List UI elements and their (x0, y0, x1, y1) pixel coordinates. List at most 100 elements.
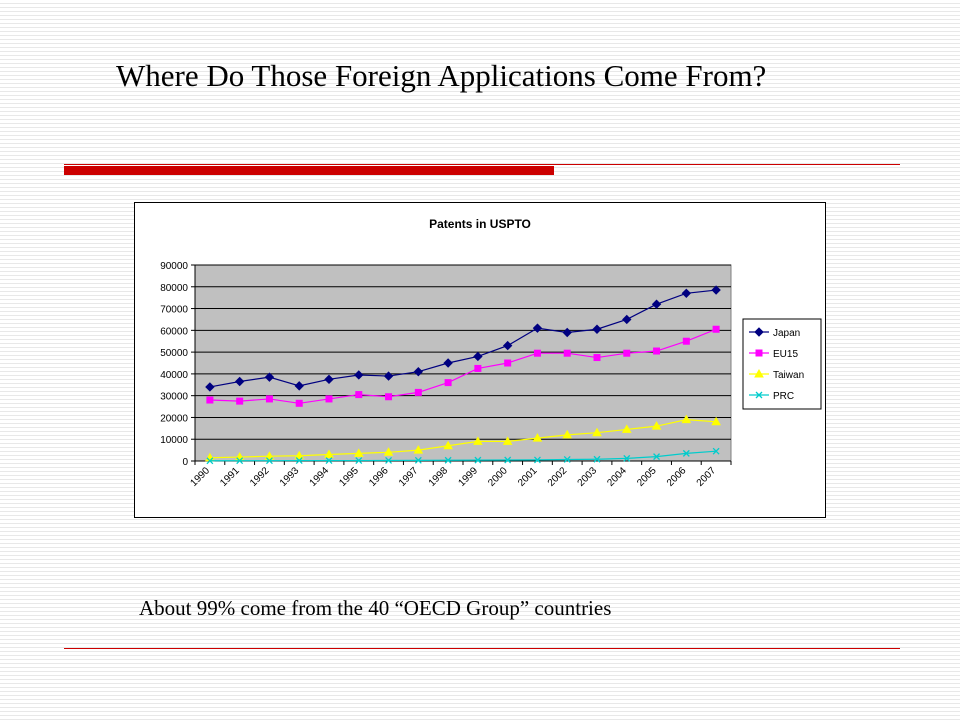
x-tick-label: 1999 (456, 465, 480, 489)
data-point-taiwan (502, 436, 513, 445)
x-tick-label: 1996 (367, 465, 391, 489)
slide-title: Where Do Those Foreign Applications Come… (116, 58, 767, 93)
data-point-eu15 (265, 395, 273, 403)
data-point-eu15 (593, 354, 601, 362)
data-point-prc (653, 453, 661, 461)
slide-caption: About 99% come from the 40 “OECD Group” … (139, 596, 612, 620)
data-point-prc (623, 454, 631, 462)
x-tick-label: 1994 (308, 465, 332, 489)
x-tick-label: 1995 (337, 465, 361, 489)
data-point-taiwan (711, 416, 721, 426)
x-tick-label: 2007 (695, 465, 719, 489)
x-tick-label: 2002 (546, 465, 570, 489)
data-point-taiwan (473, 436, 483, 445)
data-point-japan (205, 382, 215, 392)
data-point-eu15 (682, 337, 690, 345)
y-tick-label: 30000 (160, 392, 188, 403)
data-point-taiwan (532, 433, 543, 442)
data-point-eu15 (206, 396, 214, 404)
y-tick-label: 10000 (160, 435, 188, 446)
data-point-japan (711, 285, 721, 295)
series-line-japan (209, 289, 717, 388)
data-point-prc (593, 455, 601, 463)
plot-area (194, 264, 732, 462)
series-line-eu15 (209, 328, 717, 404)
data-point-prc (474, 456, 482, 464)
data-point-prc (533, 456, 541, 464)
data-point-prc (206, 457, 214, 465)
data-point-taiwan (681, 414, 692, 424)
title-divider-thick (64, 166, 554, 175)
x-tick-label: 2006 (665, 465, 689, 489)
data-point-japan (354, 370, 364, 380)
chart-frame: Patents in USPTO 0 10000 20000 30000 40000 50… (134, 202, 826, 518)
x-tick-label: 2001 (516, 465, 540, 489)
x-tick-label: 1997 (397, 465, 421, 489)
data-point-eu15 (295, 399, 303, 407)
footer-divider (64, 648, 900, 649)
data-point-prc (325, 457, 333, 465)
x-tick-label: 1998 (427, 465, 451, 489)
x-tick-label: 2003 (576, 465, 600, 489)
x-tick-label: 1990 (188, 465, 212, 489)
data-point-japan (413, 367, 424, 377)
data-point-japan (532, 323, 543, 333)
legend-marker-eu15 (755, 349, 763, 357)
y-tick-label: 80000 (160, 283, 188, 294)
y-tick-label: 90000 (160, 261, 188, 272)
data-point-eu15 (236, 397, 244, 405)
data-point-japan (383, 371, 394, 381)
data-point-taiwan (294, 450, 305, 460)
data-point-eu15 (623, 349, 631, 357)
y-tick-label: 0 (182, 457, 188, 468)
patents-line-chart: Patents in USPTO 0 10000 20000 30000 40000 50… (160, 217, 822, 489)
data-point-japan (562, 327, 572, 338)
y-tick-label: 20000 (160, 413, 188, 424)
data-point-taiwan (443, 440, 453, 450)
data-point-japan (443, 358, 453, 368)
data-point-japan (651, 299, 662, 309)
data-point-taiwan (592, 427, 602, 437)
data-point-japan (473, 351, 483, 362)
legend-box (742, 318, 822, 410)
data-point-prc (385, 456, 393, 464)
x-tick-label: 1993 (278, 465, 302, 489)
y-tick-label: 40000 (160, 370, 188, 381)
legend-marker-japan (754, 327, 764, 337)
legend-marker-prc (755, 391, 763, 399)
data-point-eu15 (414, 388, 422, 396)
data-point-taiwan (324, 449, 334, 458)
series-line-prc (209, 450, 717, 462)
data-point-eu15 (533, 349, 541, 357)
data-point-eu15 (712, 325, 720, 333)
data-point-prc (563, 456, 571, 463)
data-point-taiwan (562, 429, 573, 439)
data-point-taiwan (651, 421, 662, 430)
y-tick-label: 50000 (160, 348, 188, 359)
data-point-prc (682, 449, 690, 457)
x-tick-label: 2005 (635, 465, 659, 489)
data-point-eu15 (355, 391, 363, 399)
chart-title: Patents in USPTO (429, 217, 531, 231)
data-point-japan (592, 324, 602, 334)
y-tick-label: 70000 (160, 305, 188, 316)
x-tick-label: 1992 (248, 465, 272, 489)
x-tick-label: 2004 (605, 465, 629, 489)
legend-label-japan: Japan (773, 328, 800, 339)
data-point-eu15 (653, 347, 661, 355)
data-point-eu15 (444, 379, 452, 387)
data-point-japan (264, 372, 275, 382)
data-point-eu15 (504, 359, 512, 367)
data-point-japan (681, 288, 692, 299)
data-point-taiwan (353, 448, 364, 457)
legend-label-prc: PRC (773, 391, 794, 402)
x-tick-label: 2000 (486, 465, 510, 489)
legend-label-eu15: EU15 (773, 349, 798, 360)
data-point-japan (294, 381, 304, 391)
data-point-eu15 (474, 364, 482, 372)
data-point-prc (236, 457, 244, 465)
data-point-japan (234, 376, 245, 387)
x-tick-label: 1991 (218, 465, 242, 489)
data-point-prc (504, 456, 512, 464)
data-point-japan (622, 314, 632, 325)
